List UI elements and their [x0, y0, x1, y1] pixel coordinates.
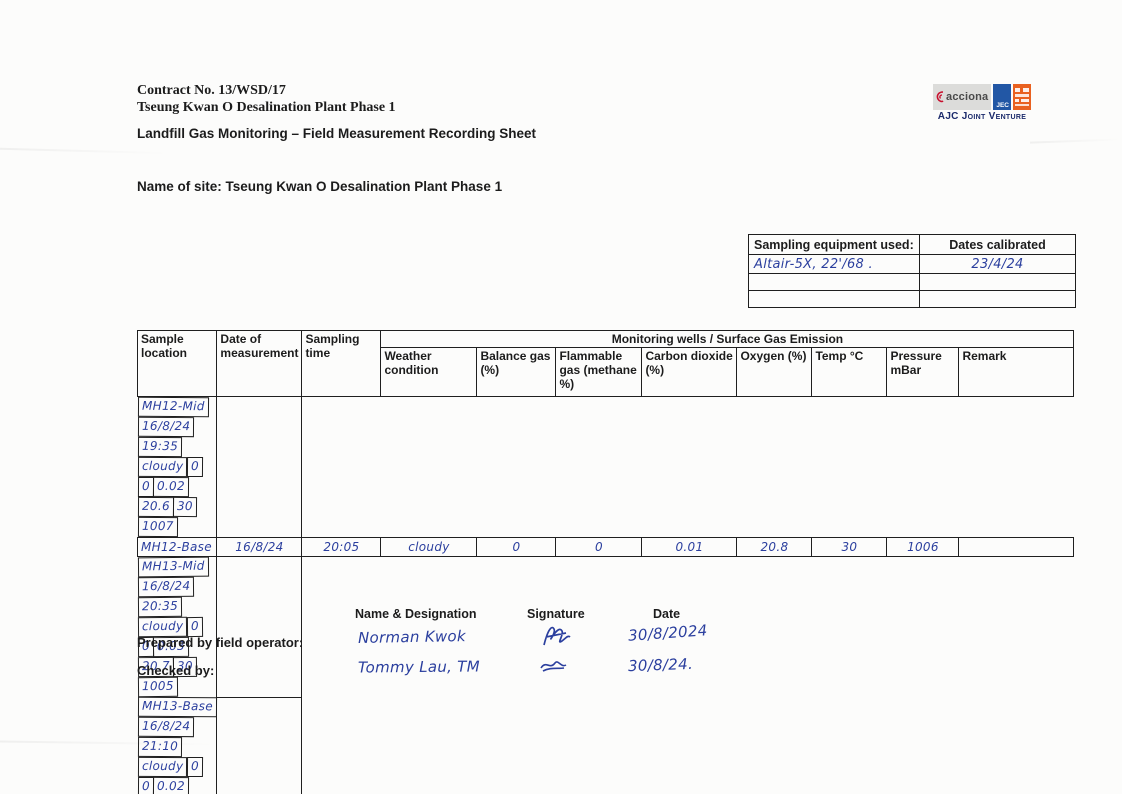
ajc-joint-venture-logo: acciona JEC AJC Joint Venture	[933, 84, 1031, 122]
prepared-by-label: Prepared by field operator:	[137, 635, 304, 650]
cell-flammable-gas: 0	[137, 476, 154, 498]
site-name: Name of site: Tseung Kwan O Desalination…	[137, 179, 503, 194]
cell-temp: 30	[173, 496, 198, 518]
cell-flammable-gas: 0	[137, 776, 154, 794]
table-row: MH13-Base16/8/2421:10cloudy000.0220.6301…	[137, 696, 1074, 794]
cscec-logo	[1013, 84, 1031, 110]
group-header-monitoring-wells: Monitoring wells / Surface Gas Emission	[380, 330, 1075, 348]
equipment-entry	[748, 290, 920, 308]
col-header-temp: Temp °C	[811, 347, 888, 397]
equipment-table: Sampling equipment used: Dates calibrate…	[748, 234, 1076, 308]
cell-remark	[958, 537, 1075, 557]
cell-sample-location: MH13-Base	[137, 696, 217, 718]
acciona-swirl-icon	[936, 91, 944, 103]
col-header-weather: Weather condition	[380, 347, 478, 397]
name-designation-header: Name & Designation	[355, 607, 477, 621]
signature-header: Signature	[527, 607, 585, 621]
cell-sample-location: MH12-Base	[136, 537, 218, 557]
acciona-logo: acciona	[933, 84, 992, 110]
cell-remark	[216, 396, 303, 538]
cell-oxygen: 20.6	[137, 496, 174, 518]
col-header-remark: Remark	[958, 347, 1075, 397]
calibration-date-entry	[919, 290, 1076, 308]
cell-co2: 0.02	[153, 476, 190, 498]
monitoring-table: Sample location Date of measurement Samp…	[136, 330, 1075, 794]
col-header-sample-location: Sample location	[136, 330, 218, 397]
cell-flammable-gas: 0	[555, 537, 643, 557]
cell-date: 16/8/24	[137, 716, 194, 738]
checked-by-name: Tommy Lau, TM	[357, 657, 481, 677]
signature-scribble-icon	[540, 661, 567, 672]
cell-pressure: 1005	[137, 676, 178, 698]
cell-oxygen: 20.8	[736, 537, 813, 557]
table-row: MH13-Mid16/8/2420:35cloudy 00 0.0320.7 3010…	[137, 556, 1074, 698]
cell-date: 16/8/24	[137, 416, 194, 438]
scan-crease	[1029, 138, 1122, 144]
col-header-oxygen: Oxygen (%)	[736, 347, 813, 397]
scan-crease	[0, 147, 170, 155]
cell-pressure: 1007	[137, 516, 178, 538]
equipment-header: Sampling equipment used:	[748, 234, 920, 255]
cell-time: 19:35	[137, 436, 182, 458]
col-header-balance-gas: Balance gas (%)	[476, 347, 557, 397]
cell-sample-location: MH13-Mid	[137, 556, 209, 578]
col-header-flammable-gas: Flammable gas (methane %)	[555, 347, 643, 397]
document-title: Landfill Gas Monitoring – Field Measurem…	[137, 126, 537, 141]
cell-balance-gas: 0	[186, 456, 203, 478]
cell-co2: 0.02	[153, 776, 190, 794]
checked-by-date: 30/8/24.	[627, 654, 694, 676]
jec-logo: JEC	[993, 84, 1011, 110]
table-row: MH12-Mid16/8/2419:35cloudy 0 0 0.0220.6 3010…	[137, 396, 1074, 538]
cell-balance-gas: 0	[476, 537, 557, 557]
cell-time: 20:35	[137, 596, 182, 618]
equipment-entry: Altair-5X, 22'/68 .	[748, 254, 920, 274]
cell-weather: cloudy	[137, 756, 187, 778]
calibration-date-entry	[919, 273, 1076, 291]
equipment-entry	[748, 273, 920, 291]
cell-time: 20:05	[301, 537, 382, 557]
prepared-by-signature	[538, 623, 574, 654]
joint-venture-name: AJC Joint Venture	[937, 111, 1027, 122]
col-header-time: Sampling time	[301, 330, 382, 397]
cell-temp: 30	[811, 537, 888, 557]
cell-sample-location: MH12-Mid	[137, 396, 209, 418]
cell-date: 16/8/24	[216, 537, 303, 557]
project-name: Tseung Kwan O Desalination Plant Phase 1	[137, 100, 396, 115]
jec-wordmark: JEC	[996, 102, 1009, 109]
cell-time: 21:10	[137, 736, 182, 758]
cell-balance-gas: 0	[186, 756, 203, 778]
cscec-emblem-icon	[1015, 88, 1029, 106]
col-header-co2: Carbon dioxide (%)	[641, 347, 738, 397]
checked-by-label: Checked by:	[137, 663, 215, 678]
acciona-wordmark: acciona	[946, 91, 989, 103]
dates-calibrated-header: Dates calibrated	[919, 234, 1076, 255]
contract-header: Contract No. 13/WSD/17 Tseung Kwan O Des…	[137, 82, 396, 116]
col-header-date: Date of measurement	[216, 330, 303, 397]
cell-weather: cloudy	[380, 537, 478, 557]
calibration-date-entry: 23/4/24	[919, 254, 1076, 274]
cell-co2: 0.01	[641, 537, 738, 557]
cell-remark	[216, 556, 303, 698]
signature-scribble-icon	[543, 626, 571, 646]
cell-remark	[216, 696, 303, 794]
contract-number: Contract No. 13/WSD/17	[137, 83, 286, 98]
cell-date: 16/8/24	[137, 576, 194, 598]
cell-weather: cloudy	[137, 456, 187, 478]
col-header-pressure: Pressure mBar	[886, 347, 960, 397]
date-header: Date	[653, 607, 681, 621]
checked-by-signature	[538, 656, 568, 679]
cell-pressure: 1006	[886, 537, 960, 557]
table-row: MH12-Base 16/8/24 20:05 cloudy 0 0 0.01 20.8 30 1…	[136, 537, 1075, 557]
prepared-by-name: Norman Kwok	[357, 627, 467, 647]
